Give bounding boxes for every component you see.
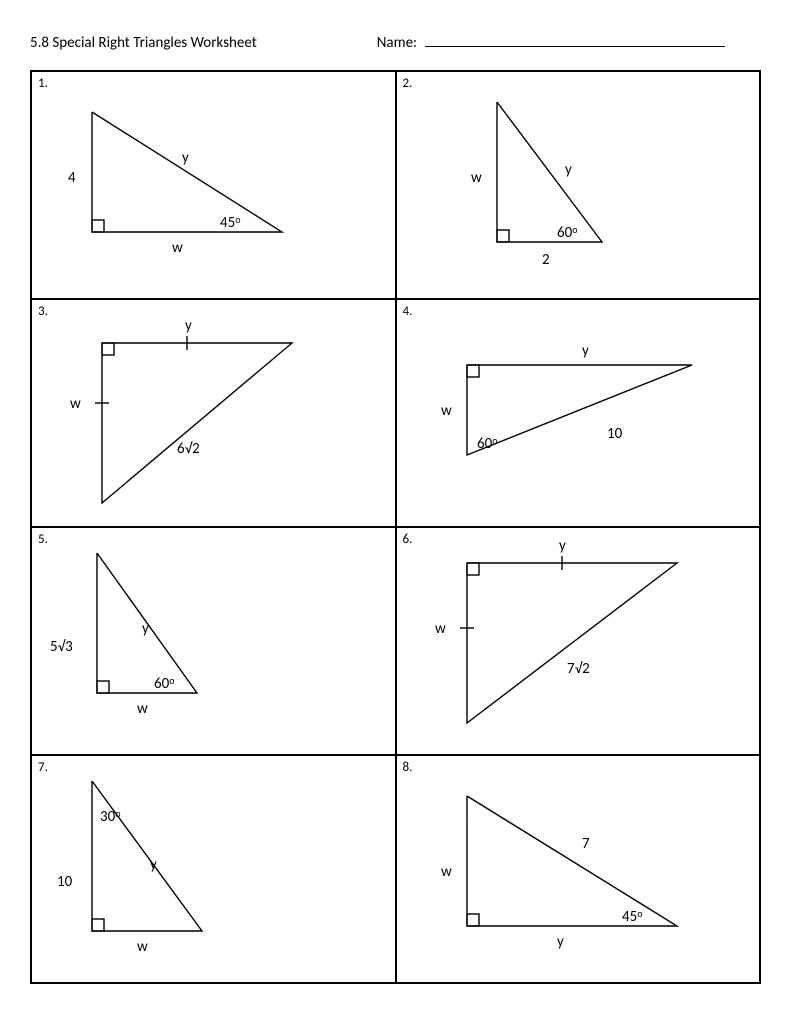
problem-number: 8. [403, 760, 413, 775]
triangle-6: y w 7√2 [417, 528, 737, 738]
side-vert: 10 [57, 873, 73, 891]
side-vert: w [471, 169, 482, 187]
side-hyp: 10 [607, 425, 623, 443]
angle-label: 60o [154, 674, 175, 693]
side-hyp: y [182, 149, 189, 167]
problem-number: 4. [403, 304, 413, 319]
problem-cell-4: 4. y w 60o 10 [396, 299, 761, 527]
angle-label: 45o [220, 213, 241, 232]
triangle-1: 4 y 45o w [52, 82, 332, 282]
side-vert: 5√3 [50, 638, 73, 656]
problem-cell-1: 1. 4 y 45o w [31, 71, 396, 299]
problem-cell-8: 8. w 7 45o y [396, 755, 761, 983]
triangle-3: y w 6√2 [52, 308, 352, 518]
side-hyp: y [565, 161, 572, 179]
side-base: w [137, 700, 148, 718]
side-base: y [557, 933, 564, 951]
side-hyp: 7√2 [567, 660, 590, 678]
angle-label: 60o [557, 223, 578, 242]
problem-number: 2. [403, 76, 413, 91]
side-vert: 4 [68, 169, 76, 187]
name-blank-line [425, 32, 725, 47]
problem-cell-3: 3. y w 6√2 [31, 299, 396, 527]
angle-label: 45o [622, 907, 643, 926]
angle-label: 60o [477, 434, 498, 453]
triangle-7: 30o 10 y w [42, 761, 302, 971]
top-angle-label: 30o [100, 807, 121, 826]
problem-number: 6. [403, 532, 413, 547]
side-hyp: y [150, 856, 157, 874]
triangle-5: 5√3 y 60o w [42, 533, 302, 743]
side-top: y [185, 317, 192, 335]
problem-number: 3. [38, 304, 48, 319]
side-left: w [441, 402, 452, 420]
side-left: w [70, 395, 81, 413]
side-hyp: 6√2 [177, 440, 200, 458]
problem-cell-7: 7. 30o 10 y w [31, 755, 396, 983]
triangle-2: w y 60o 2 [457, 82, 737, 292]
side-base: w [137, 938, 148, 956]
side-left: w [435, 620, 446, 638]
problem-grid: 1. 4 y 45o w 2. w y 60o 2 3. [30, 70, 761, 984]
problem-cell-5: 5. 5√3 y 60o w [31, 527, 396, 755]
name-label: Name: [377, 34, 417, 52]
problem-cell-2: 2. w y 60o 2 [396, 71, 761, 299]
side-hyp: y [142, 620, 149, 638]
side-top: y [582, 342, 589, 360]
problem-number: 1. [38, 76, 48, 91]
worksheet-header: 5.8 Special Right Triangles Worksheet Na… [30, 32, 761, 52]
problem-cell-6: 6. y w 7√2 [396, 527, 761, 755]
triangle-4: y w 60o 10 [427, 320, 747, 520]
side-base: w [172, 239, 183, 257]
side-base: 2 [542, 251, 550, 269]
side-hyp: 7 [582, 835, 590, 853]
triangle-8: w 7 45o y [427, 766, 747, 976]
side-top: y [559, 537, 566, 555]
side-left: w [441, 863, 452, 881]
worksheet-title: 5.8 Special Right Triangles Worksheet [30, 34, 257, 52]
